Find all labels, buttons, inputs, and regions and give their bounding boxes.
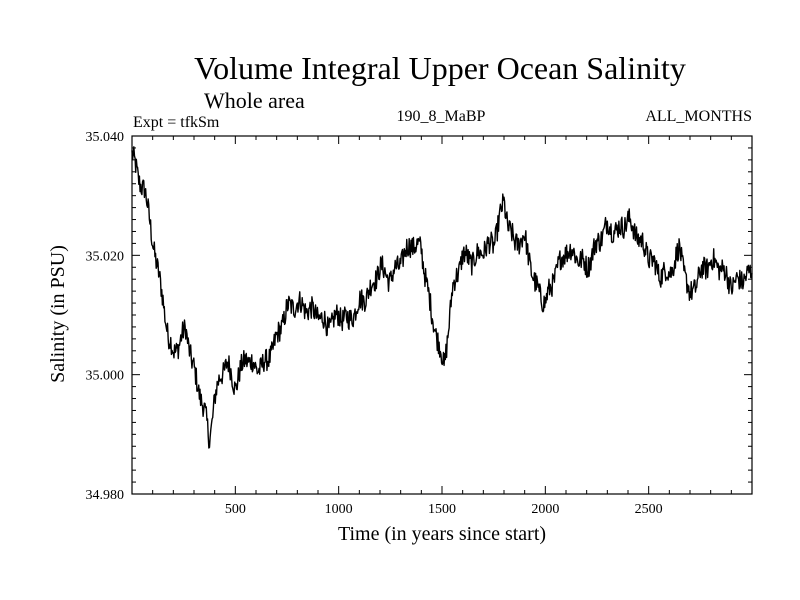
- x-tick-label: 2000: [531, 502, 559, 517]
- x-tick-label: 500: [225, 502, 246, 517]
- salinity-series-line: [131, 146, 753, 449]
- y-axis-ticks: [132, 147, 752, 483]
- y-tick-label: 35.020: [86, 249, 125, 264]
- x-tick-label: 2500: [635, 502, 663, 517]
- x-tick-label: 1500: [428, 502, 456, 517]
- chart-subtitle: Whole area: [204, 88, 305, 113]
- x-axis-tick-labels: 500 1000 1500 2000 2500: [225, 502, 663, 517]
- chart-title: Volume Integral Upper Ocean Salinity: [194, 50, 686, 86]
- experiment-label: Expt = tfkSm: [133, 114, 220, 131]
- y-axis-tick-labels: 34.980 35.000 35.020 35.040: [86, 130, 125, 503]
- y-tick-label: 35.000: [86, 369, 125, 384]
- x-tick-label: 1000: [325, 502, 353, 517]
- y-tick-label: 34.980: [86, 488, 125, 503]
- months-label: ALL_MONTHS: [645, 108, 752, 125]
- x-axis-label: Time (in years since start): [338, 523, 546, 545]
- y-axis-label: Salinity (in PSU): [47, 245, 69, 383]
- plot-area-frame: [131, 135, 753, 495]
- x-axis-ticks: [152, 136, 732, 494]
- y-tick-label: 35.040: [86, 130, 125, 145]
- run-label: 190_8_MaBP: [397, 108, 486, 125]
